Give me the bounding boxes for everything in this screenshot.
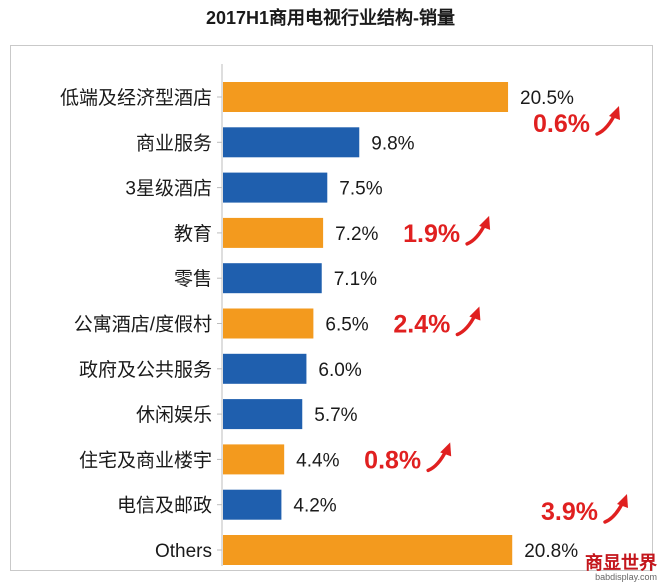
category-label: Others bbox=[155, 541, 212, 562]
bar bbox=[223, 217, 324, 248]
chart-frame: 低端及经济型酒店 20.5% 商业服务 9.8% 3星级酒店 7.5% 教育 7.2% 零售 7.… bbox=[10, 45, 653, 571]
bar bbox=[223, 489, 282, 520]
bar bbox=[223, 535, 513, 565]
growth-annotation: 2.4% bbox=[393, 311, 450, 339]
bar bbox=[223, 444, 285, 475]
growth-annotation: 3.9% bbox=[541, 498, 598, 526]
page-title: 2017H1商用电视行业结构-销量 bbox=[205, 8, 456, 28]
up-arrow-head-icon bbox=[440, 442, 452, 457]
logo-subtext: babdisplay.com bbox=[595, 572, 657, 582]
value-label: 7.2% bbox=[335, 224, 378, 245]
up-arrow-head-icon bbox=[469, 306, 481, 321]
category-label: 政府及公共服务 bbox=[79, 359, 212, 381]
value-label: 5.7% bbox=[314, 405, 357, 426]
bar bbox=[223, 308, 314, 339]
category-label: 商业服务 bbox=[136, 132, 212, 154]
category-label: 3星级酒店 bbox=[125, 178, 212, 200]
value-label: 7.1% bbox=[334, 269, 377, 290]
value-label: 6.0% bbox=[318, 360, 361, 381]
bar bbox=[223, 263, 322, 294]
value-label: 20.5% bbox=[520, 88, 574, 109]
brand-logo: 商显世界 babdisplay.com bbox=[585, 554, 657, 582]
up-arrow-head-icon bbox=[479, 215, 491, 230]
bar bbox=[223, 127, 360, 158]
category-label: 公寓酒店/度假村 bbox=[74, 314, 212, 336]
value-label: 4.2% bbox=[293, 496, 336, 517]
category-label: 零售 bbox=[174, 268, 212, 290]
category-label: 低端及经济型酒店 bbox=[60, 87, 212, 109]
growth-annotation: 0.8% bbox=[364, 446, 421, 474]
category-label: 教育 bbox=[174, 223, 212, 245]
growth-annotation: 0.6% bbox=[533, 110, 590, 138]
up-arrow-head-icon bbox=[609, 106, 620, 120]
value-label: 9.8% bbox=[371, 133, 414, 154]
bar bbox=[223, 353, 307, 384]
value-label: 6.5% bbox=[325, 315, 368, 336]
category-label: 电信及邮政 bbox=[117, 495, 212, 517]
category-label: 住宅及商业楼宇 bbox=[79, 449, 212, 471]
growth-annotation: 1.9% bbox=[403, 220, 460, 248]
bar bbox=[223, 399, 303, 430]
value-label: 20.8% bbox=[524, 541, 578, 562]
logo-text: 商显世界 bbox=[585, 553, 657, 573]
up-arrow-head-icon bbox=[617, 494, 628, 508]
value-label: 7.5% bbox=[339, 179, 382, 200]
bar-chart: 低端及经济型酒店 20.5% 商业服务 9.8% 3星级酒店 7.5% 教育 7.2% 零售 7.… bbox=[60, 64, 628, 566]
bar bbox=[223, 172, 328, 203]
category-label: 休闲娱乐 bbox=[136, 404, 212, 426]
bar bbox=[223, 82, 509, 112]
value-label: 4.4% bbox=[296, 450, 339, 471]
